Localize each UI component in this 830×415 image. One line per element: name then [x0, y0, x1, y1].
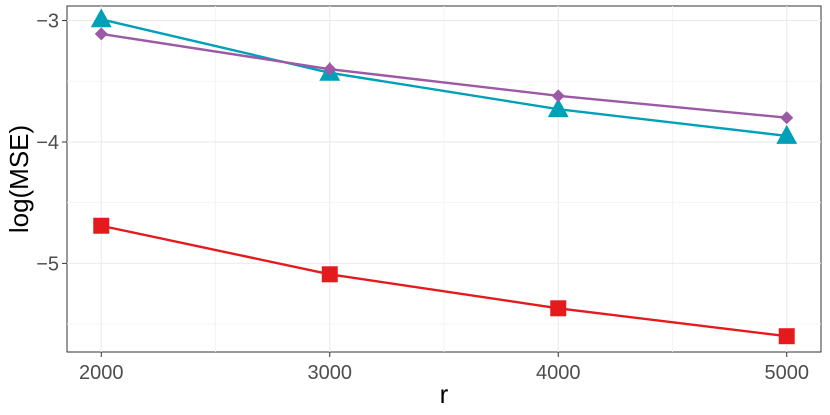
- diamond-point: [323, 62, 337, 76]
- series-line: [101, 224, 787, 338]
- triangle-point: [547, 98, 569, 118]
- diamond-point: [94, 27, 108, 41]
- y-axis-title: log(MSE): [4, 125, 34, 233]
- x-tick-label: 5000: [764, 362, 809, 384]
- triangle-point: [90, 8, 112, 28]
- x-tick-label: 2000: [79, 362, 124, 384]
- square-point: [93, 217, 110, 234]
- series-3: [93, 217, 795, 345]
- diamond-point: [780, 111, 794, 125]
- ticks: 2000 3000 4000 5000 −5 −4 −3: [36, 11, 809, 384]
- series-2: [94, 27, 794, 125]
- y-tick-label: −3: [36, 11, 59, 33]
- x-axis-title: r: [440, 379, 449, 409]
- series-line: [101, 32, 787, 119]
- series-line: [100, 18, 787, 138]
- y-tick-label: −5: [36, 253, 59, 275]
- x-tick-label: 3000: [308, 362, 353, 384]
- y-tick-label: −4: [36, 132, 59, 154]
- x-tick-label: 4000: [536, 362, 581, 384]
- square-point: [778, 328, 795, 345]
- series-1: [90, 8, 798, 144]
- diamond-point: [551, 89, 565, 103]
- triangle-point: [776, 124, 798, 144]
- square-point: [550, 300, 567, 317]
- series-layer: [90, 8, 798, 345]
- grid: [67, 6, 821, 352]
- square-point: [321, 266, 338, 283]
